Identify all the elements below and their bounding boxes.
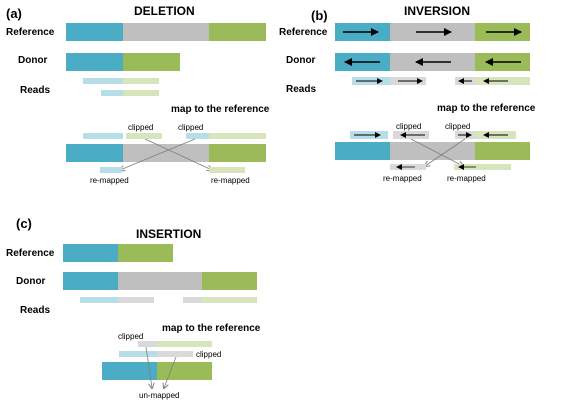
panel-b-remapped-left: re-mapped [383, 174, 422, 183]
panel-a-reads [83, 78, 159, 96]
panel-a-remap-arrows [120, 138, 212, 170]
panel-a-donor-label: Donor [18, 55, 48, 66]
panel-a-clipped-left: clipped [128, 123, 153, 132]
panel-a-reference-bar-2 [66, 144, 266, 162]
panel-b-clipped-right: clipped [445, 122, 470, 131]
panel-c-reference-label: Reference [6, 248, 55, 259]
panel-a-mapped-reads [83, 133, 266, 139]
panel-c-clipped-bottom: clipped [196, 350, 221, 359]
panel-a-reference-bar [66, 23, 266, 41]
panel-b-reference-label: Reference [279, 27, 328, 38]
panel-a-remapped-left: re-mapped [90, 176, 129, 185]
panel-b-remapped-reads [390, 164, 511, 170]
panel-b-remap-arrows [410, 138, 466, 166]
panel-a-donor-bar [66, 53, 180, 71]
panel-c-reads-label: Reads [20, 305, 50, 316]
panel-b-reads-label: Reads [286, 84, 316, 95]
panel-b-remapped-right: re-mapped [447, 174, 486, 183]
panel-a-reads-label: Reads [20, 85, 50, 96]
panel-c-donor-label: Donor [16, 276, 46, 287]
panel-b-reference-bar-2 [335, 142, 530, 160]
panel-a-reference-label: Reference [6, 27, 55, 38]
panel-c-tag: (c) [16, 216, 32, 231]
panel-c-reads [80, 297, 257, 303]
panel-c-unmapped-arrows [145, 346, 177, 388]
panel-b-reference-bar [335, 23, 530, 41]
panel-a-clipped-right: clipped [178, 123, 203, 132]
panel-b-mapped-reads [350, 131, 516, 139]
panel-a-tag: (a) [6, 6, 22, 21]
panel-b-title: INVERSION [404, 4, 470, 18]
panel-deletion: (a) DELETION Reference Donor Reads map t… [6, 4, 270, 185]
panel-c-map-caption: map to the reference [162, 323, 261, 334]
panel-c-title: INSERTION [136, 227, 201, 241]
panel-c-clipped-top: clipped [118, 332, 143, 341]
panel-a-title: DELETION [134, 4, 195, 18]
panel-c-donor-bar [63, 272, 257, 290]
panel-b-donor-label: Donor [286, 55, 316, 66]
panel-a-remapped-reads [100, 167, 245, 173]
panel-inversion: (b) INVERSION Reference Donor Reads [279, 4, 536, 183]
panel-c-reference-bar [63, 244, 173, 262]
panel-a-map-caption: map to the reference [171, 104, 270, 115]
panel-b-clipped-left: clipped [396, 122, 421, 131]
panel-b-map-caption: map to the reference [437, 103, 536, 114]
panel-b-donor-bar [335, 53, 530, 71]
panel-c-mapped-reads [119, 341, 212, 357]
panel-b-tag: (b) [311, 8, 328, 23]
panel-a-remapped-right: re-mapped [211, 176, 250, 185]
panel-b-reads [352, 77, 530, 85]
panel-insertion: (c) INSERTION Reference Donor Reads map … [6, 216, 261, 400]
panel-c-unmapped-label: un-mapped [139, 391, 179, 400]
panel-c-reference-bar-2 [102, 362, 212, 380]
